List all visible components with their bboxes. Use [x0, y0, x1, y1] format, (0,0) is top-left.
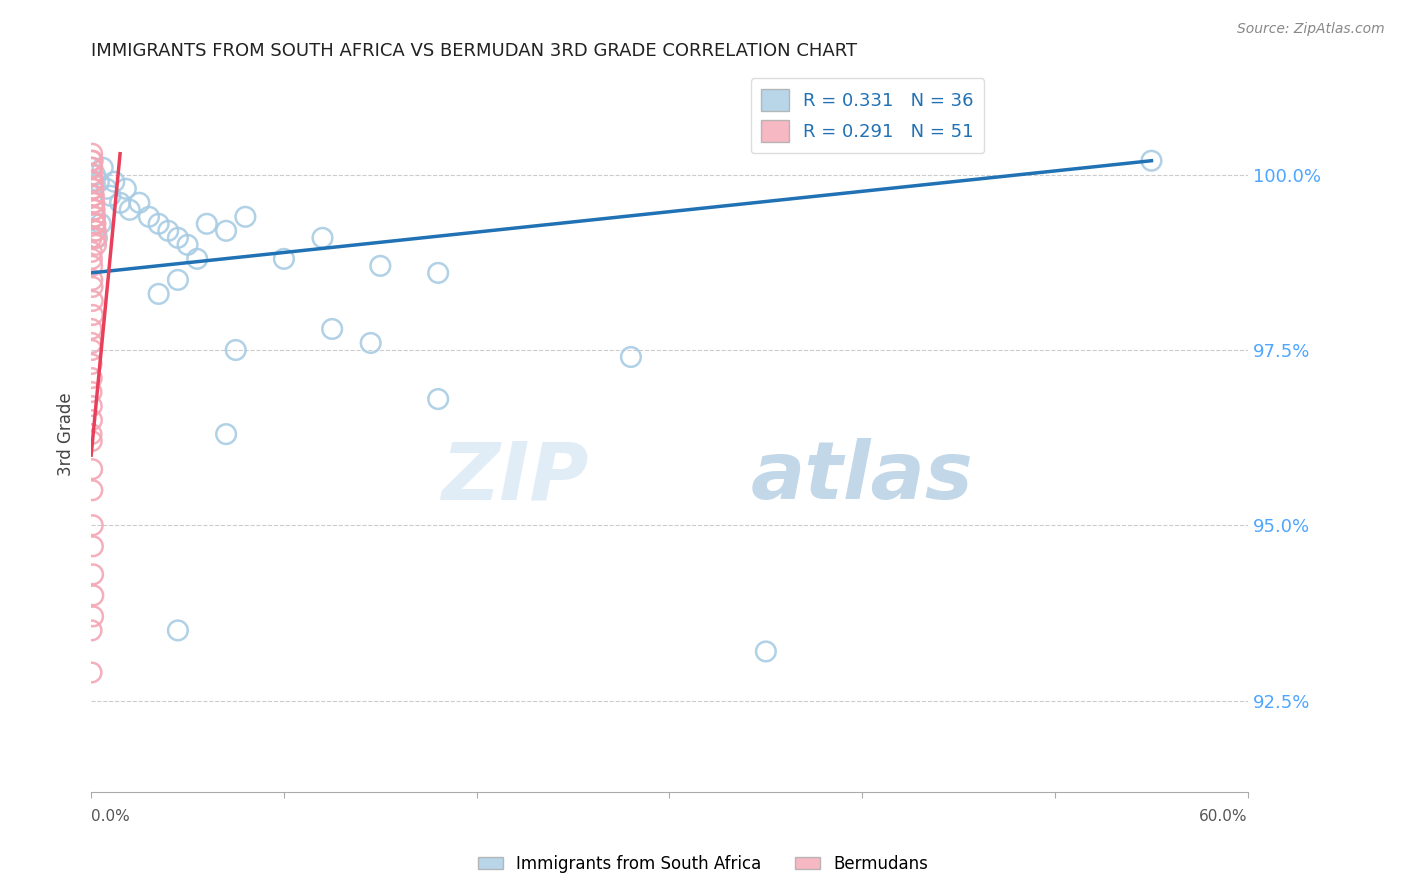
Text: atlas: atlas — [751, 438, 973, 516]
Point — [84, 168, 107, 182]
Point — [186, 252, 208, 266]
Point — [80, 665, 103, 680]
Point — [148, 286, 170, 301]
Point — [80, 231, 103, 245]
Point — [83, 217, 105, 231]
Point — [84, 224, 107, 238]
Point — [215, 427, 238, 442]
Point — [84, 224, 107, 238]
Point — [80, 168, 103, 182]
Point — [80, 161, 103, 175]
Point — [82, 182, 104, 196]
Point — [80, 413, 103, 427]
Point — [118, 202, 141, 217]
Point — [103, 175, 125, 189]
Point — [80, 252, 103, 266]
Point — [235, 210, 257, 224]
Point — [80, 244, 103, 259]
Point — [80, 624, 103, 638]
Point — [91, 161, 114, 175]
Point — [84, 237, 107, 252]
Point — [321, 322, 343, 336]
Point — [167, 624, 190, 638]
Point — [100, 188, 122, 202]
Point — [167, 273, 190, 287]
Point — [427, 266, 450, 280]
Point — [115, 182, 138, 196]
Point — [82, 259, 104, 273]
Point — [755, 644, 778, 658]
Point — [84, 217, 107, 231]
Point — [80, 399, 103, 413]
Point — [82, 161, 104, 175]
Point — [360, 336, 382, 351]
Point — [84, 210, 107, 224]
Point — [90, 217, 112, 231]
Point — [82, 308, 104, 322]
Point — [167, 231, 190, 245]
Point — [195, 217, 218, 231]
Point — [80, 427, 103, 442]
Point — [311, 231, 333, 245]
Point — [82, 273, 104, 287]
Point — [215, 224, 238, 238]
Point — [82, 518, 104, 533]
Point — [157, 224, 180, 238]
Point — [128, 195, 150, 210]
Point — [82, 175, 104, 189]
Point — [82, 153, 104, 168]
Point — [176, 237, 198, 252]
Point — [96, 182, 118, 196]
Point — [86, 231, 108, 245]
Point — [148, 217, 170, 231]
Point — [83, 195, 105, 210]
Point — [80, 336, 103, 351]
Point — [138, 210, 160, 224]
Text: 0.0%: 0.0% — [91, 809, 129, 824]
Point — [80, 343, 103, 357]
Point — [1140, 153, 1163, 168]
Point — [80, 371, 103, 385]
Point — [83, 210, 105, 224]
Text: IMMIGRANTS FROM SOUTH AFRICA VS BERMUDAN 3RD GRADE CORRELATION CHART: IMMIGRANTS FROM SOUTH AFRICA VS BERMUDAN… — [91, 42, 858, 60]
Point — [82, 462, 104, 476]
Point — [80, 153, 103, 168]
Point — [82, 567, 104, 582]
Point — [83, 202, 105, 217]
Point — [108, 195, 131, 210]
Point — [82, 146, 104, 161]
Point — [82, 609, 104, 624]
Point — [82, 588, 104, 602]
Point — [620, 350, 643, 364]
Point — [84, 231, 107, 245]
Point — [427, 392, 450, 406]
Point — [80, 385, 103, 400]
Point — [225, 343, 247, 357]
Point — [83, 188, 105, 202]
Point — [83, 202, 105, 217]
Point — [82, 539, 104, 553]
Text: 60.0%: 60.0% — [1199, 809, 1249, 824]
Legend: R = 0.331   N = 36, R = 0.291   N = 51: R = 0.331 N = 36, R = 0.291 N = 51 — [751, 78, 984, 153]
Point — [82, 175, 104, 189]
Point — [80, 322, 103, 336]
Point — [82, 182, 104, 196]
Point — [82, 280, 104, 294]
Point — [82, 188, 104, 202]
Legend: Immigrants from South Africa, Bermudans: Immigrants from South Africa, Bermudans — [471, 848, 935, 880]
Point — [82, 293, 104, 308]
Point — [87, 175, 110, 189]
Point — [370, 259, 392, 273]
Y-axis label: 3rd Grade: 3rd Grade — [58, 392, 75, 476]
Text: ZIP: ZIP — [441, 438, 589, 516]
Text: Source: ZipAtlas.com: Source: ZipAtlas.com — [1237, 22, 1385, 37]
Point — [82, 483, 104, 498]
Point — [80, 434, 103, 449]
Point — [273, 252, 295, 266]
Point — [80, 357, 103, 371]
Point — [83, 195, 105, 210]
